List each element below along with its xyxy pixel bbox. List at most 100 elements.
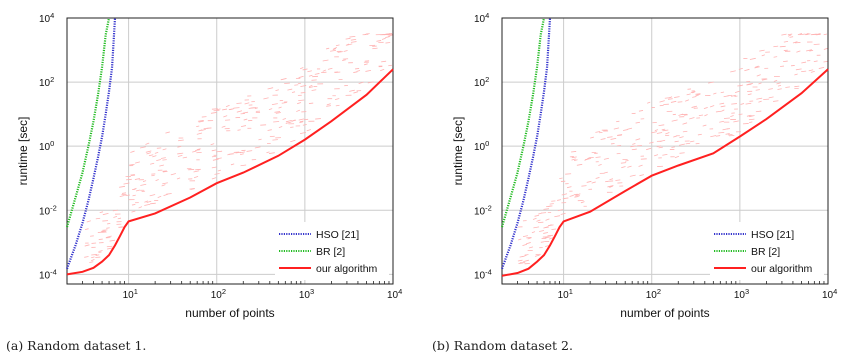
scatter-mark (638, 164, 643, 167)
scatter-mark (654, 129, 659, 132)
scatter-mark (258, 138, 262, 141)
scatter-mark (646, 147, 652, 151)
scatter-mark (785, 86, 790, 88)
scatter-mark (670, 100, 677, 103)
scatter-mark (806, 33, 811, 36)
scatter-mark (95, 217, 101, 220)
scatter-mark (548, 237, 554, 240)
scatter-mark (518, 238, 522, 241)
scatter-mark (704, 114, 708, 117)
scatter-mark (182, 156, 188, 159)
scatter-mark (532, 217, 537, 220)
scatter-mark (350, 41, 357, 43)
scatter-mark (777, 85, 782, 87)
scatter-mark (695, 93, 701, 95)
scatter-mark (627, 165, 632, 168)
scatter-mark (156, 159, 162, 162)
scatter-mark (322, 69, 327, 72)
scatter-mark (99, 211, 104, 214)
scatter-mark (254, 146, 261, 149)
x-axis-label: number of points (185, 306, 274, 320)
scatter-mark (343, 50, 348, 52)
scatter-mark (773, 45, 779, 48)
scatter-mark (756, 97, 763, 100)
scatter-mark (616, 120, 620, 123)
scatter-mark (177, 152, 184, 155)
scatter-mark (721, 109, 725, 112)
scatter-mark (595, 177, 600, 179)
scatter-mark (236, 102, 242, 104)
x-minor-ticks (501, 281, 825, 284)
scatter-mark (342, 59, 346, 62)
scatter-mark (210, 143, 215, 146)
scatter-mark (385, 36, 391, 38)
scatter-mark (97, 231, 104, 233)
scatter-mark (98, 250, 103, 252)
scatter-mark (656, 145, 662, 148)
scatter-mark (275, 89, 280, 92)
y-axis-label: runtime [sec] (16, 117, 30, 186)
scatter-mark (193, 176, 199, 179)
x-tick-label: 101 (558, 287, 573, 301)
scatter-mark (192, 150, 197, 153)
scatter-mark (679, 152, 685, 154)
scatter-mark (756, 74, 761, 77)
scatter-mark (268, 108, 273, 110)
scatter-mark (311, 89, 317, 91)
scatter-mark (144, 203, 151, 206)
scatter-mark (84, 244, 90, 247)
scatter-mark (140, 183, 147, 186)
scatter-mark (363, 63, 368, 66)
scatter-mark (678, 113, 684, 116)
scatter-mark (162, 171, 168, 173)
scatter-mark (346, 43, 353, 46)
scatter-mark (107, 247, 113, 250)
scatter-mark (576, 193, 581, 196)
scatter-mark (337, 51, 343, 53)
scatter-mark (306, 129, 311, 132)
scatter-mark (240, 153, 244, 156)
scatter-mark (107, 222, 111, 225)
scatter-mark (797, 32, 803, 36)
scatter-mark (777, 88, 782, 90)
scatter-mark (217, 169, 222, 172)
scatter-mark (144, 200, 149, 203)
scatter-mark (720, 91, 725, 94)
scatter-mark (747, 93, 752, 96)
scatter-mark (335, 71, 341, 74)
scatter-mark (549, 203, 554, 205)
scatter-mark (302, 68, 308, 71)
scatter-mark (280, 78, 287, 81)
y-tick-labels: 10-4 10-2 100 102 104 (39, 11, 57, 281)
scatter-mark (730, 115, 734, 117)
scatter-mark (139, 146, 146, 149)
chart-panel-1: 101 102 103 104 10-4 10-2 100 102 104 number of p… (16, 11, 402, 320)
scatter-mark (571, 156, 577, 159)
scatter-mark (627, 127, 633, 130)
scatter-mark (689, 140, 695, 143)
scatter-mark (783, 40, 789, 43)
scatter-mark (682, 122, 688, 125)
scatter-mark (658, 146, 663, 149)
scatter-mark (746, 83, 752, 86)
scatter-mark (787, 33, 793, 36)
scatter-mark (544, 236, 551, 239)
scatter-mark (145, 150, 152, 153)
scatter-mark (198, 129, 203, 132)
scatter-mark (132, 194, 136, 197)
scatter-mark (267, 129, 272, 131)
scatter-mark (113, 216, 118, 218)
scatter-mark (560, 212, 566, 215)
scatter-mark (326, 105, 332, 107)
faint-scatter (84, 32, 394, 263)
scatter-mark (353, 71, 358, 73)
scatter-mark (299, 121, 304, 124)
scatter-mark (691, 106, 696, 108)
scatter-mark (638, 110, 644, 112)
series-line-1 (65, 17, 117, 270)
scatter-mark (794, 85, 800, 88)
series-line-2 (500, 17, 546, 228)
scatter-mark (727, 94, 733, 97)
scatter-mark (679, 136, 684, 139)
scatter-mark (813, 60, 818, 63)
